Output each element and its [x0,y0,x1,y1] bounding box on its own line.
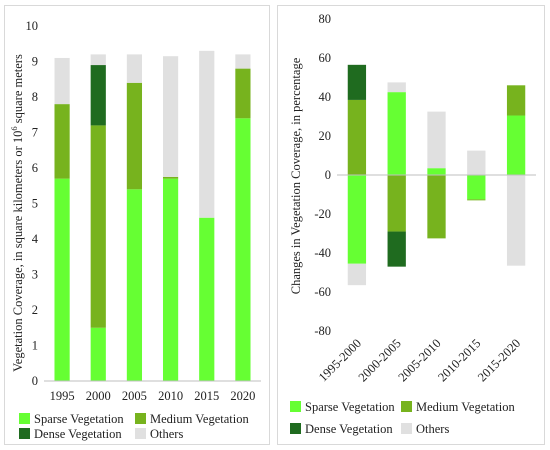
bar-segment [467,175,486,200]
bar-segment [90,65,106,126]
legend-item: Dense Vegetation [19,426,122,443]
legend-swatch [401,401,412,412]
bar-segment [347,263,367,286]
y-tick-label: -80 [314,324,331,338]
x-tick-label: 2010 [158,389,183,403]
bar-segment [387,175,406,232]
bar-segment [235,118,251,382]
bar-segment [427,111,446,169]
y-tick-label: 4 [32,232,39,246]
legend-item: Dense Vegetation [290,421,393,438]
legend-swatch [135,413,146,424]
bar-segment [427,175,446,239]
legend-label: Medium Vegetation [150,412,249,426]
bar-segment [162,178,179,381]
y-tick-label: 60 [319,51,332,65]
y-tick-label: 10 [26,19,39,33]
x-tick-label: 2000 [86,389,111,403]
bar-segment [235,54,251,69]
x-tick-label: 2010-2015 [435,336,483,384]
bar-segment [347,64,367,100]
legend-label: Medium Vegetation [416,400,515,414]
x-tick-label: 2005-2010 [395,336,443,384]
y-tick-label: 20 [319,129,332,143]
x-tick-label: 2015-2020 [475,336,523,384]
y-tick-label: 3 [32,268,38,282]
legend-item: Others [401,421,449,438]
left-chart-svg: Vegetation Coverage, in square kilometer… [9,19,261,403]
bar-segment [387,92,406,175]
legend-label: Dense Vegetation [305,422,393,436]
y-tick-label: 80 [319,12,332,26]
bar-segment [467,199,486,201]
legend-label: Others [150,427,184,441]
legend-swatch [290,401,301,412]
y-tick-label: -60 [314,285,331,299]
bar-segment [506,85,526,116]
legend-label: Sparse Vegetation [305,400,395,414]
legend-swatch [135,428,146,439]
bar-segment [387,82,406,93]
legend-label: Sparse Vegetation [34,412,124,426]
x-tick-label: 2000-2005 [356,336,404,384]
bar-segment [126,82,143,190]
bar-segment [506,115,526,175]
bar-segment [162,56,179,177]
y-tick-label: 2 [32,303,38,317]
y-tick-label: 6 [32,161,38,175]
bar-segment [387,231,406,267]
left-y-axis-label: Vegetation Coverage, in square kilometer… [9,54,25,372]
y-tick-label: -20 [314,207,331,221]
bar-segment [90,327,106,381]
bar-segment [90,125,106,328]
bar-segment [54,104,70,179]
y-tick-label: 7 [32,126,38,140]
y-tick-label: 0 [32,374,38,388]
bar-segment [467,150,486,175]
x-tick-label: 2020 [230,389,255,403]
left-chart-panel: Vegetation Coverage, in square kilometer… [4,5,270,445]
legend-item: Others [135,426,183,443]
legend-item: Sparse Vegetation [19,411,124,428]
bar-segment [162,176,179,179]
legend-item: Medium Vegetation [135,411,249,428]
legend-label: Dense Vegetation [34,427,122,441]
y-tick-label: 8 [32,90,38,104]
legend-item: Medium Vegetation [401,399,515,416]
right-y-axis-label: Changes in Vegetation Coverage, in perce… [289,57,303,294]
bar-segment [54,178,70,381]
y-tick-label: 0 [325,168,331,182]
x-tick-label: 1995-2000 [316,336,364,384]
y-tick-label: 1 [32,339,38,353]
legend-swatch [401,423,412,434]
x-tick-label: 1995 [50,389,75,403]
bar-segment [54,57,70,105]
y-tick-label: 5 [32,197,38,211]
legend-swatch [290,423,301,434]
bar-segment [199,50,215,218]
right-chart-panel: Changes in Vegetation Coverage, in perce… [277,5,545,445]
bar-segment [506,175,526,266]
legend-swatch [19,428,30,439]
bar-segment [347,99,367,175]
bar-segment [126,54,143,83]
bar-segment [427,168,446,175]
bar-segment [199,217,215,381]
legend-item: Sparse Vegetation [290,399,395,416]
y-tick-label: 9 [32,55,38,69]
right-chart-svg: Changes in Vegetation Coverage, in perce… [289,12,536,384]
y-tick-label: 40 [319,90,332,104]
legend-swatch [19,413,30,424]
y-tick-label: -40 [314,246,331,260]
bar-segment [347,175,367,264]
bar-segment [90,54,106,66]
bar-segment [235,68,251,119]
x-tick-label: 2005 [122,389,147,403]
x-tick-label: 2015 [194,389,219,403]
legend-label: Others [416,422,450,436]
bar-segment [126,189,143,381]
